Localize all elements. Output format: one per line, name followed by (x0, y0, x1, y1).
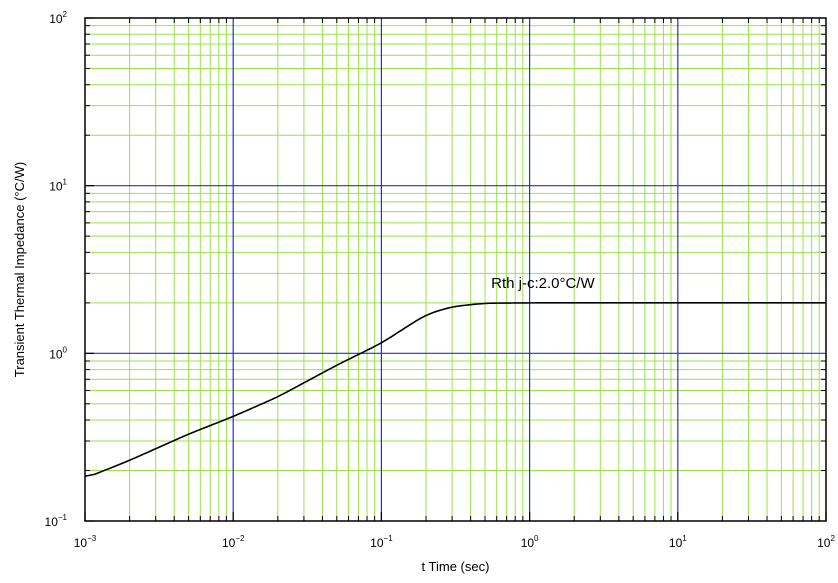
y-tick-label: 100 (49, 345, 67, 361)
rth-annotation: Rth j-c:2.0°C/W (491, 275, 595, 292)
major-grid (85, 18, 826, 521)
x-tick-labels: 10−3 10−2 10−1 100 101 102 (74, 534, 836, 550)
y-tick-label: 102 (49, 10, 67, 26)
tick-marks (84, 17, 827, 522)
y-tick-label: 101 (49, 178, 67, 194)
x-tick-label: 101 (669, 534, 687, 550)
curve-layer (84, 302, 826, 478)
x-tick-label: 100 (521, 534, 539, 550)
y-tick-labels: 10−1 100 101 102 (45, 10, 68, 529)
x-axis-title: t Time (sec) (422, 559, 490, 574)
x-tick-label: 10−3 (74, 534, 97, 550)
impedance-curve (84, 302, 826, 478)
x-tick-label: 10−1 (370, 534, 393, 550)
minor-grid (85, 18, 826, 521)
y-axis-title: Transient Thermal Impedance (°C/W) (12, 162, 27, 377)
y-tick-label: 10−1 (45, 513, 68, 529)
x-tick-label: 10−2 (222, 534, 245, 550)
x-tick-label: 102 (817, 534, 835, 550)
plot-frame (84, 17, 827, 522)
